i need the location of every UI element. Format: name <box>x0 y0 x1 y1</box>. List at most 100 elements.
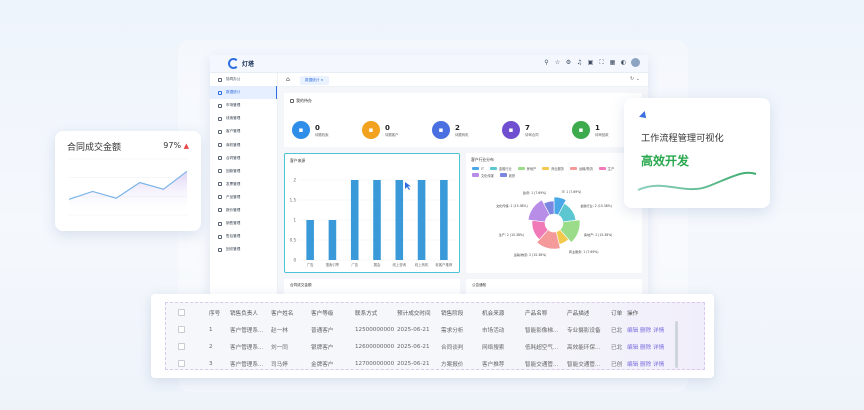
bell-icon[interactable]: ♫ <box>576 59 583 66</box>
delete-link[interactable]: 删除 <box>639 327 652 334</box>
tab-label: 数据统计 <box>305 78 320 82</box>
sidebar-item[interactable]: 产品管理 <box>210 191 277 204</box>
pie-data-label: 文化传媒: 2 (15.38%) <box>496 203 528 208</box>
todo-title-text: 我的待办 <box>296 98 312 103</box>
delete-link[interactable]: 删除 <box>639 344 652 351</box>
todo-stat[interactable]: ▪ 7 待审合同 <box>502 121 539 139</box>
sidebar-item[interactable]: 发票管理 <box>210 178 277 191</box>
menu-item-icon <box>218 156 222 161</box>
y-tick-label: 0.5 <box>290 237 297 242</box>
x-tick-label: 展会 <box>374 262 381 267</box>
lock-icon[interactable]: ▣ <box>587 59 594 66</box>
bar[interactable] <box>328 220 337 260</box>
home-icon[interactable]: ⌂ <box>286 76 290 83</box>
row-checkbox[interactable] <box>178 326 185 333</box>
pie-slice[interactable] <box>559 219 581 243</box>
pie-chart-title: 客户行业分布 <box>471 157 494 162</box>
tab-bar: ⌂ 数据统计 × ↻ ⌄ <box>278 73 648 87</box>
legend-item[interactable]: 生产 <box>598 166 614 171</box>
sidebar-item[interactable]: 合同管理 <box>210 152 277 165</box>
menu-item-icon <box>218 234 222 239</box>
edit-link[interactable]: 编辑 <box>627 327 639 334</box>
legend-item[interactable]: 文化传媒 <box>472 173 494 178</box>
table-cell: 低耗超空气... <box>525 344 559 351</box>
star-icon[interactable]: ☆ <box>554 59 561 66</box>
bar[interactable] <box>417 180 426 260</box>
sidebar-item[interactable]: 客户管理 <box>210 125 277 138</box>
sidebar-item[interactable]: 回访管理 <box>210 243 277 256</box>
table-cell: 金牌客户 <box>311 361 334 368</box>
brand-logo[interactable]: 灯塔 <box>228 58 254 69</box>
bar[interactable] <box>373 180 381 260</box>
bar[interactable] <box>395 180 404 260</box>
customer-source-chart[interactable]: 客户来源 0 0.5 1 1.5 2 广告 搜索引擎 广告 展会 线上咨询 线上商机 老客户推荐 <box>284 153 460 273</box>
legend-swatch <box>598 166 606 171</box>
delete-link[interactable]: 删除 <box>639 361 652 368</box>
grid-icon[interactable]: ▦ <box>609 59 616 66</box>
table-row[interactable]: 2 客户管理系... 刘一同 银牌客户 12600000000 2025-06-21 合同谈… <box>165 338 705 355</box>
fullscreen-icon[interactable]: ⛶ <box>599 59 604 66</box>
table-cell: 2 <box>209 343 213 350</box>
table-header: 序号 销售负责人 客户姓名 客户等级 联系方式 预计成交时间 销售阶段 机会来源 产品名称 产品描… <box>165 304 705 321</box>
sidebar-item[interactable]: 回款管理 <box>210 165 277 178</box>
sidebar-item-label: 回访管理 <box>226 247 241 252</box>
bar[interactable] <box>350 180 359 260</box>
legend-label: IT <box>481 166 484 171</box>
tab-data-statistics[interactable]: 数据统计 × <box>300 76 329 85</box>
search-icon[interactable]: ⚲ <box>544 59 549 66</box>
table-cell: 客户推荐 <box>482 361 505 368</box>
column-header: 操作 <box>627 310 639 317</box>
pie-slice[interactable] <box>527 199 551 223</box>
todo-stat[interactable]: ▪ 0 待跟线索 <box>292 121 329 139</box>
table-row[interactable]: 1 客户管理系... 赵一林 普通客户 12500000000 2025-06-21 需求分… <box>165 321 705 338</box>
sidebar-item[interactable]: 市场管理 <box>210 99 277 112</box>
table-row[interactable]: 3 客户管理系... 司马婷 金牌客户 12700000000 2025-06-21 方案报… <box>165 355 705 372</box>
sidebar-item[interactable]: 数据统计 <box>210 86 277 100</box>
row-checkbox[interactable] <box>178 360 185 367</box>
todo-stat[interactable]: ▪ 0 待跟客户 <box>362 121 399 139</box>
sidebar-item[interactable]: 线索管理 <box>210 112 277 125</box>
table-cell: 专业摄影设备 <box>567 327 601 334</box>
industry-distribution-chart[interactable]: 客户行业分布 IT 金融行业 房地产 商业服务 运输/物流 生产 文化传媒 政府 IT: 1 … <box>466 153 642 273</box>
table-cell: 2025-06-21 <box>397 360 430 367</box>
legend-item[interactable]: 运输/物流 <box>569 166 593 171</box>
todo-stat[interactable]: ▪ 2 待跟商机 <box>432 121 469 139</box>
detail-link[interactable]: 详情 <box>652 361 665 368</box>
line-chart <box>68 158 188 216</box>
y-tick-label: 1.5 <box>290 197 297 202</box>
edit-link[interactable]: 编辑 <box>627 361 639 368</box>
todo-stat[interactable]: ▪ 1 待审回款 <box>572 121 609 139</box>
legend-item[interactable]: 房地产 <box>517 166 536 171</box>
card-percent: 97% ▲ <box>163 141 189 150</box>
pie-slice[interactable] <box>536 229 561 250</box>
detail-link[interactable]: 详情 <box>652 344 665 351</box>
menu-item-icon <box>218 90 222 95</box>
group-icon: ▪ <box>502 121 520 139</box>
legend-item[interactable]: IT <box>472 166 484 171</box>
settings-icon[interactable]: ⚙ <box>565 59 572 66</box>
legend-item[interactable]: 商业服务 <box>542 166 564 171</box>
legend-item[interactable]: 金融行业 <box>489 166 512 171</box>
row-checkbox[interactable] <box>178 343 185 350</box>
detail-link[interactable]: 详情 <box>652 327 665 334</box>
table-scrollbar[interactable] <box>675 321 678 368</box>
pie-slice[interactable] <box>543 200 555 216</box>
sidebar-item[interactable]: 商机管理 <box>210 138 277 151</box>
select-all-checkbox[interactable] <box>178 309 185 316</box>
column-header: 销售阶段 <box>441 310 464 317</box>
wave-decoration <box>637 171 757 191</box>
sidebar-item[interactable]: 协同办公 <box>210 73 277 86</box>
table-cell: 客户管理系... <box>230 327 264 334</box>
edit-link[interactable]: 编辑 <box>627 344 639 351</box>
sidebar-item[interactable]: 报价管理 <box>210 204 277 217</box>
bar[interactable] <box>440 180 448 260</box>
sidebar-item[interactable]: 售后管理 <box>210 230 277 243</box>
bar[interactable] <box>306 220 314 260</box>
refresh-icon[interactable]: ↻ ⌄ <box>630 76 640 82</box>
legend-item[interactable]: 政府 <box>499 173 515 178</box>
column-header: 预计成交时间 <box>397 310 431 317</box>
menu-item-icon <box>218 195 222 200</box>
avatar[interactable] <box>631 58 640 67</box>
theme-icon[interactable]: ◐ <box>620 59 627 66</box>
sidebar-item[interactable]: 销售管理 <box>210 217 277 230</box>
